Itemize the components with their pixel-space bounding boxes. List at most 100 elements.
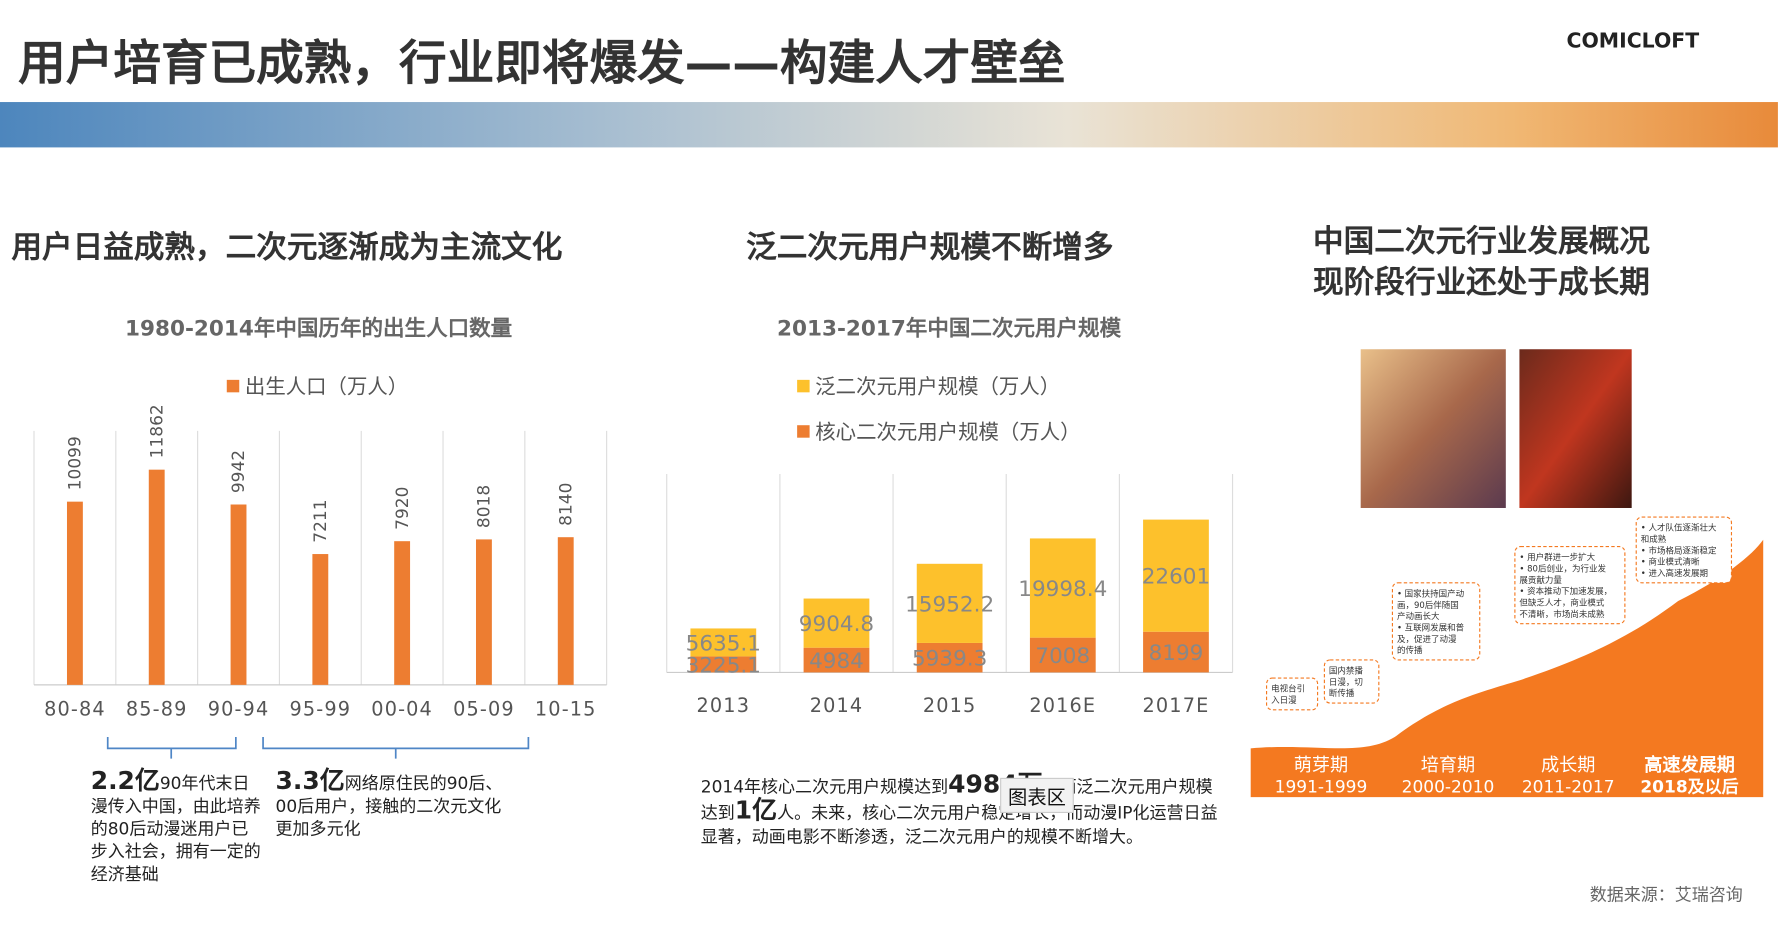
stage-years: 1991-1999 bbox=[1275, 778, 1368, 798]
bubble-text: 入日漫 bbox=[1271, 695, 1297, 706]
data-label: 19998.4 bbox=[1018, 577, 1107, 602]
section-heading: 泛二次元用户规模不断增多 bbox=[746, 230, 1114, 266]
data-label: 8140 bbox=[556, 483, 576, 526]
tooltip: 图表区 bbox=[1000, 777, 1074, 814]
note: 3.3亿网络原住民的90后、00后用户，接触的二次元文化更加多元化 bbox=[275, 767, 514, 840]
section-heading: 用户日益成熟，二次元逐渐成为主流文化 bbox=[11, 230, 563, 266]
legend-swatch bbox=[797, 425, 810, 438]
stage-name: 萌芽期 bbox=[1294, 755, 1348, 776]
bar-segment bbox=[1029, 637, 1096, 673]
bracket bbox=[106, 737, 237, 759]
x-tick-label: 85-89 bbox=[126, 697, 188, 720]
bar bbox=[66, 501, 83, 685]
bar-segment bbox=[803, 647, 870, 673]
x-tick-label: 05-09 bbox=[453, 697, 515, 720]
bubble bbox=[1265, 677, 1319, 711]
source: 数据来源：艾瑞咨询 bbox=[1589, 884, 1743, 905]
data-label: 7920 bbox=[393, 487, 413, 530]
summary-text: 2014年核心二次元用户规模达到 bbox=[700, 776, 949, 798]
slide-title: 用户培育已成熟，行业即将爆发——构建人才壁垒 bbox=[18, 36, 1065, 91]
game-image bbox=[1519, 349, 1632, 508]
bubble-text: 产动画长大 bbox=[1397, 611, 1440, 622]
bubble-text: 不清晰，市场尚未成熟 bbox=[1519, 609, 1605, 620]
bar-segment bbox=[690, 628, 757, 657]
legend-swatch bbox=[797, 379, 810, 393]
bubble-text: 但缺乏人才，商业模式 bbox=[1519, 598, 1605, 609]
bubble bbox=[1323, 659, 1380, 704]
legend-label: 出生人口（万人） bbox=[245, 374, 408, 398]
x-tick-label: 95-99 bbox=[289, 697, 351, 720]
bracket bbox=[262, 737, 530, 759]
bubble-text: 及，促进了动漫 bbox=[1397, 634, 1457, 645]
bar-segment bbox=[1143, 519, 1209, 632]
data-label: 5939.3 bbox=[912, 647, 987, 672]
legend-swatch bbox=[226, 379, 240, 393]
bar bbox=[312, 554, 329, 685]
stage-name: 成长期 bbox=[1541, 755, 1595, 776]
note-highlight: 3.3亿 bbox=[275, 767, 345, 796]
heading-line: 中国二次元行业发展概况 bbox=[1313, 224, 1650, 260]
bar-segment bbox=[803, 598, 870, 648]
bar-segment bbox=[1029, 538, 1096, 638]
bubble-text: 的传播 bbox=[1397, 645, 1423, 656]
bar bbox=[394, 541, 411, 685]
bubble bbox=[1391, 582, 1481, 661]
bubble-text: • 商业模式清晰 bbox=[1641, 557, 1700, 568]
data-label: 22601 bbox=[1142, 565, 1211, 590]
bubble-text: 断传播 bbox=[1329, 688, 1355, 699]
bubble bbox=[1514, 545, 1626, 625]
legend-label: 核心二次元用户规模（万人） bbox=[815, 420, 1080, 444]
x-tick-label: 00-04 bbox=[371, 697, 433, 720]
x-tick-label: 2017E bbox=[1143, 694, 1210, 717]
x-tick-label: 90-94 bbox=[208, 697, 270, 720]
header-band bbox=[0, 102, 1778, 148]
note-text: 网络原住民的90后、00后用户，接触的二次元文化更加多元化 bbox=[275, 773, 503, 840]
data-label: 4984 bbox=[809, 649, 864, 674]
bar bbox=[475, 539, 492, 685]
section-heading: 中国二次元行业发展概况 现阶段行业还处于成长期 bbox=[1313, 222, 1650, 304]
data-label: 3225.1 bbox=[686, 653, 761, 678]
bar-segment bbox=[916, 642, 983, 673]
stage-years: 2000-2010 bbox=[1402, 778, 1495, 798]
bubble-text: • 进入高速发展期 bbox=[1641, 568, 1708, 579]
game-image bbox=[1360, 349, 1506, 508]
stage-name: 培育期 bbox=[1421, 755, 1475, 776]
bubble-text: 和成熟 bbox=[1641, 534, 1667, 545]
data-label: 8018 bbox=[475, 485, 495, 528]
summary-highlight: 1亿 bbox=[734, 797, 778, 826]
x-tick-label: 2015 bbox=[923, 694, 977, 717]
bubble-text: • 80后创业，为行业发 bbox=[1519, 563, 1606, 574]
x-tick-label: 2016E bbox=[1029, 694, 1096, 717]
bar-segment bbox=[690, 656, 757, 673]
bubble bbox=[1635, 516, 1733, 584]
bubble-text: • 互联网发展和普 bbox=[1397, 622, 1465, 633]
stage-years: 2018及以后 bbox=[1640, 778, 1738, 798]
data-label: 10099 bbox=[66, 436, 86, 490]
data-label: 5635.1 bbox=[686, 631, 761, 656]
bar bbox=[148, 469, 165, 685]
bubble-text: 日漫，切 bbox=[1329, 677, 1363, 688]
data-label: 9904.8 bbox=[799, 612, 874, 637]
bubble-text: • 市场格局逐渐稳定 bbox=[1641, 545, 1717, 556]
stage-name: 高速发展期 bbox=[1644, 754, 1735, 776]
stage-years: 2011-2017 bbox=[1522, 778, 1615, 798]
summary-text: ，而泛二次元用户规模达到 bbox=[700, 776, 1213, 824]
bubble-text: • 用户群进一步扩大 bbox=[1519, 552, 1595, 563]
x-tick-label: 80-84 bbox=[44, 697, 106, 720]
data-label: 9942 bbox=[229, 450, 249, 493]
x-tick-label: 2014 bbox=[810, 694, 864, 717]
note-text: 90年代末日漫传入中国，由此培养的80后动漫迷用户已步入社会，拥有一定的经济基础 bbox=[90, 773, 261, 885]
data-label: 7008 bbox=[1035, 644, 1090, 669]
data-label: 7211 bbox=[311, 499, 331, 542]
bubble-text: 展贡献力量 bbox=[1519, 575, 1562, 586]
bubble-text: • 人才队伍逐渐壮大 bbox=[1641, 523, 1717, 534]
summary-text: 人。未来，核心二次元用户稳定增长，而动漫IP化运营日益显著，动画电影不断渗透，泛… bbox=[700, 802, 1218, 848]
bubble-text: • 国家扶持国产动 bbox=[1397, 588, 1465, 599]
bar-segment bbox=[916, 563, 983, 643]
bar bbox=[230, 504, 247, 685]
bubble-text: 画，90后伴随国 bbox=[1397, 600, 1459, 611]
bar-segment bbox=[1143, 631, 1209, 673]
bubble-text: 电视台引 bbox=[1271, 684, 1305, 695]
bubble-text: • 资本推动下加速发展， bbox=[1519, 586, 1612, 597]
chart-title: 1980-2014年中国历年的出生人口数量 bbox=[125, 316, 512, 342]
